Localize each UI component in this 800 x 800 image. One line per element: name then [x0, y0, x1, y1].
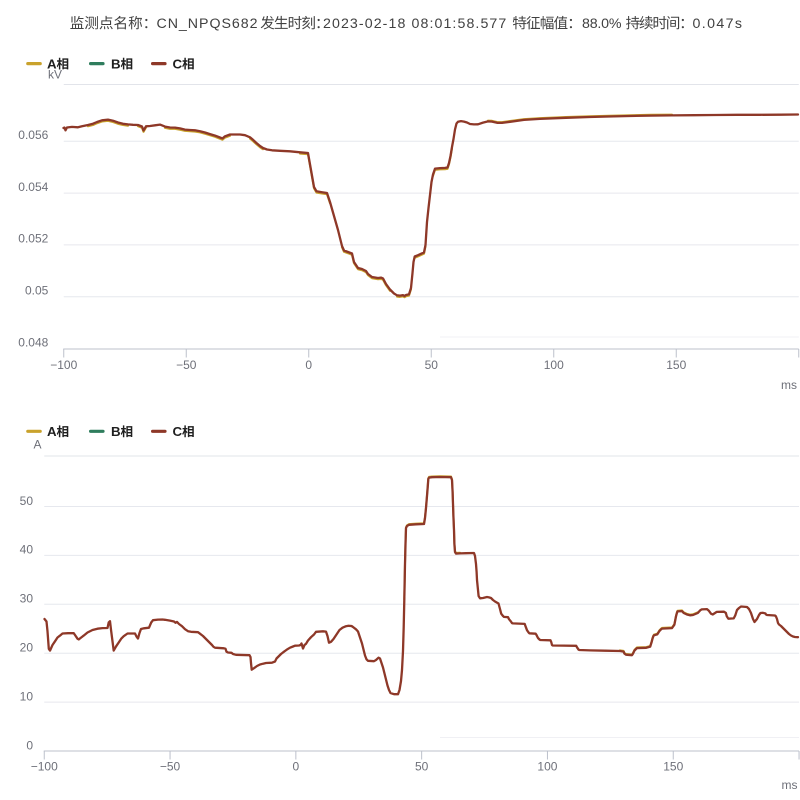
svg-text:B: B [111, 56, 121, 71]
svg-text:A: A [47, 56, 57, 71]
svg-text:40: 40 [20, 543, 34, 557]
svg-text:50: 50 [20, 494, 34, 508]
svg-text:150: 150 [666, 358, 686, 372]
svg-text:0.05: 0.05 [25, 284, 49, 298]
svg-text:C: C [173, 424, 183, 439]
svg-text:0: 0 [305, 358, 312, 372]
svg-text:30: 30 [20, 592, 34, 606]
svg-text:0.047s: 0.047s [693, 16, 743, 32]
svg-text:−50: −50 [160, 760, 181, 774]
svg-text:0: 0 [26, 738, 33, 752]
svg-text:0: 0 [293, 760, 300, 774]
svg-text:−50: −50 [176, 358, 197, 372]
svg-text:50: 50 [425, 358, 439, 372]
svg-text:10: 10 [20, 689, 34, 703]
svg-text:0.054: 0.054 [18, 180, 48, 194]
svg-text:kV: kV [48, 68, 62, 82]
svg-text:A: A [34, 438, 42, 452]
svg-text:0.052: 0.052 [18, 232, 48, 246]
svg-text:−100: −100 [50, 358, 77, 372]
svg-text:88.0%: 88.0% [582, 16, 622, 32]
svg-text:C: C [173, 56, 183, 71]
svg-text:CN_NPQS682: CN_NPQS682 [157, 16, 258, 32]
svg-text:2023-02-18 08:01:58.577: 2023-02-18 08:01:58.577 [323, 16, 506, 32]
svg-text:20: 20 [20, 641, 34, 655]
svg-text:150: 150 [663, 760, 683, 774]
svg-text:ms: ms [781, 378, 797, 392]
svg-text:0.048: 0.048 [18, 335, 48, 349]
svg-text:A: A [47, 424, 57, 439]
svg-text:50: 50 [415, 760, 429, 774]
svg-text:100: 100 [537, 760, 557, 774]
svg-text:ms: ms [782, 778, 798, 792]
svg-text:100: 100 [544, 358, 564, 372]
svg-text:B: B [111, 424, 121, 439]
svg-text:0.056: 0.056 [18, 128, 48, 142]
svg-text:−100: −100 [31, 760, 58, 774]
